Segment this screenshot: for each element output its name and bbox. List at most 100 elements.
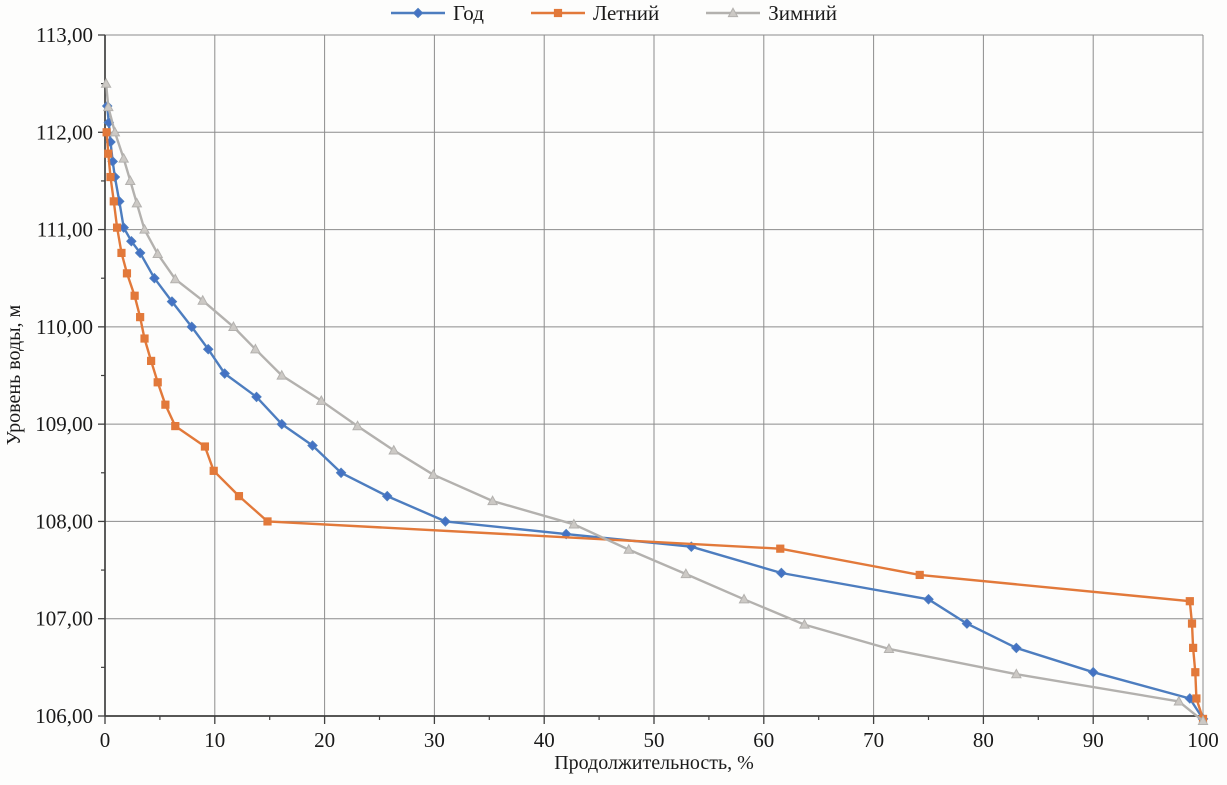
series-2-marker — [738, 593, 750, 604]
series-1-marker — [1187, 619, 1197, 628]
y-tick-label: 107,00 — [35, 607, 93, 631]
series-0-marker — [276, 418, 288, 430]
series-1-marker — [112, 223, 122, 232]
series-2-marker — [883, 643, 895, 653]
legend-marker-icon — [706, 7, 761, 18]
legend: Год Летний Зимний — [0, 0, 1227, 26]
series-1-marker — [209, 466, 218, 475]
series-0-marker — [560, 528, 572, 540]
series-2-marker — [100, 77, 112, 88]
series-1-marker — [106, 172, 115, 182]
y-tick-label: 109,00 — [35, 412, 93, 436]
series-1-marker — [130, 291, 139, 300]
y-tick-label: 112,00 — [36, 120, 93, 144]
series-0-marker — [440, 516, 451, 527]
series-0-marker — [776, 567, 787, 579]
series-1-marker — [147, 356, 156, 366]
series-1-marker — [1185, 597, 1194, 606]
x-tick-label: 20 — [314, 728, 335, 752]
series-0-marker — [335, 467, 347, 479]
series-1-marker — [136, 313, 145, 322]
series-2-marker — [102, 101, 114, 112]
series-0-marker — [381, 490, 393, 502]
series-2-marker — [487, 495, 499, 506]
x-tick-label: 30 — [424, 728, 445, 752]
series-2-marker — [623, 543, 635, 554]
series-2-marker — [1010, 668, 1022, 679]
series-1-marker — [776, 544, 785, 553]
series-2-marker — [152, 248, 164, 258]
series-0-marker — [134, 247, 146, 259]
series-0-marker — [1087, 666, 1099, 678]
series-1-marker — [171, 421, 180, 431]
x-axis-title: Продолжительность, % — [554, 752, 754, 774]
legend-item-0: Год — [390, 2, 484, 24]
series-1-marker — [140, 334, 149, 343]
series-1-marker — [153, 378, 162, 387]
series-1-marker — [1191, 668, 1200, 677]
x-tick-label: 10 — [204, 728, 225, 752]
series-0-marker — [202, 343, 214, 355]
series-1-marker — [1189, 643, 1198, 652]
series-1-marker — [104, 149, 113, 158]
series-1-marker — [263, 517, 272, 526]
series-0-marker — [307, 440, 318, 451]
x-tick-label: 60 — [753, 728, 774, 752]
series-0-marker — [186, 321, 198, 333]
legend-label: Летний — [592, 0, 660, 25]
series-1-marker — [117, 248, 126, 258]
series-0-marker — [166, 296, 178, 307]
series-2-marker — [315, 394, 327, 405]
series-0-marker — [1011, 642, 1022, 654]
series-1-marker — [109, 197, 118, 206]
series-2-marker — [680, 568, 692, 579]
legend-marker-icon — [391, 7, 446, 19]
series-2-marker — [109, 126, 121, 137]
y-axis-title: Уровень воды, м — [3, 304, 25, 446]
y-tick-label: 111,00 — [37, 218, 93, 242]
y-tick-label: 110,00 — [36, 315, 93, 339]
series-2-marker — [388, 444, 400, 455]
legend-item-2: Зимний — [705, 0, 837, 25]
series-1-marker — [122, 269, 132, 278]
series-1-marker — [200, 442, 210, 451]
x-tick-label: 50 — [644, 728, 665, 752]
x-tick-label: 70 — [863, 728, 884, 752]
series-1-marker — [1192, 694, 1201, 703]
legend-marker-icon — [530, 8, 585, 18]
series-2-marker — [352, 420, 363, 431]
series-2-marker — [169, 273, 181, 284]
y-tick-label: 113,00 — [36, 23, 93, 47]
series-1-marker — [234, 492, 244, 501]
series-2-marker — [249, 343, 261, 354]
series-2-marker — [228, 321, 239, 331]
x-tick-label: 90 — [1083, 728, 1104, 752]
y-tick-label: 106,00 — [35, 704, 93, 728]
series-2-marker — [276, 369, 288, 380]
series-2-marker — [197, 294, 209, 305]
series-2-marker — [131, 197, 143, 208]
x-tick-label: 0 — [100, 728, 111, 752]
series-0-marker — [126, 235, 137, 247]
series-0-marker — [961, 618, 973, 629]
series-line-2 — [104, 83, 1204, 722]
series-line-1 — [105, 132, 1205, 720]
series-2-marker — [124, 175, 136, 186]
x-tick-label: 40 — [534, 728, 555, 752]
series-0-marker — [149, 272, 160, 284]
series-1-marker — [915, 570, 924, 580]
series-2-marker — [427, 468, 439, 479]
series-2-marker — [568, 518, 580, 529]
series-0-marker — [251, 391, 262, 403]
series-0-marker — [923, 593, 934, 605]
y-tick-label: 108,00 — [35, 509, 93, 533]
series-1-marker — [161, 400, 170, 409]
series-2-marker — [1173, 695, 1185, 706]
series-1-marker — [102, 128, 111, 137]
legend-label: Зимний — [768, 0, 837, 25]
series-2-marker — [1197, 715, 1209, 725]
series-0-marker — [219, 368, 230, 379]
series-2-marker — [139, 223, 150, 234]
